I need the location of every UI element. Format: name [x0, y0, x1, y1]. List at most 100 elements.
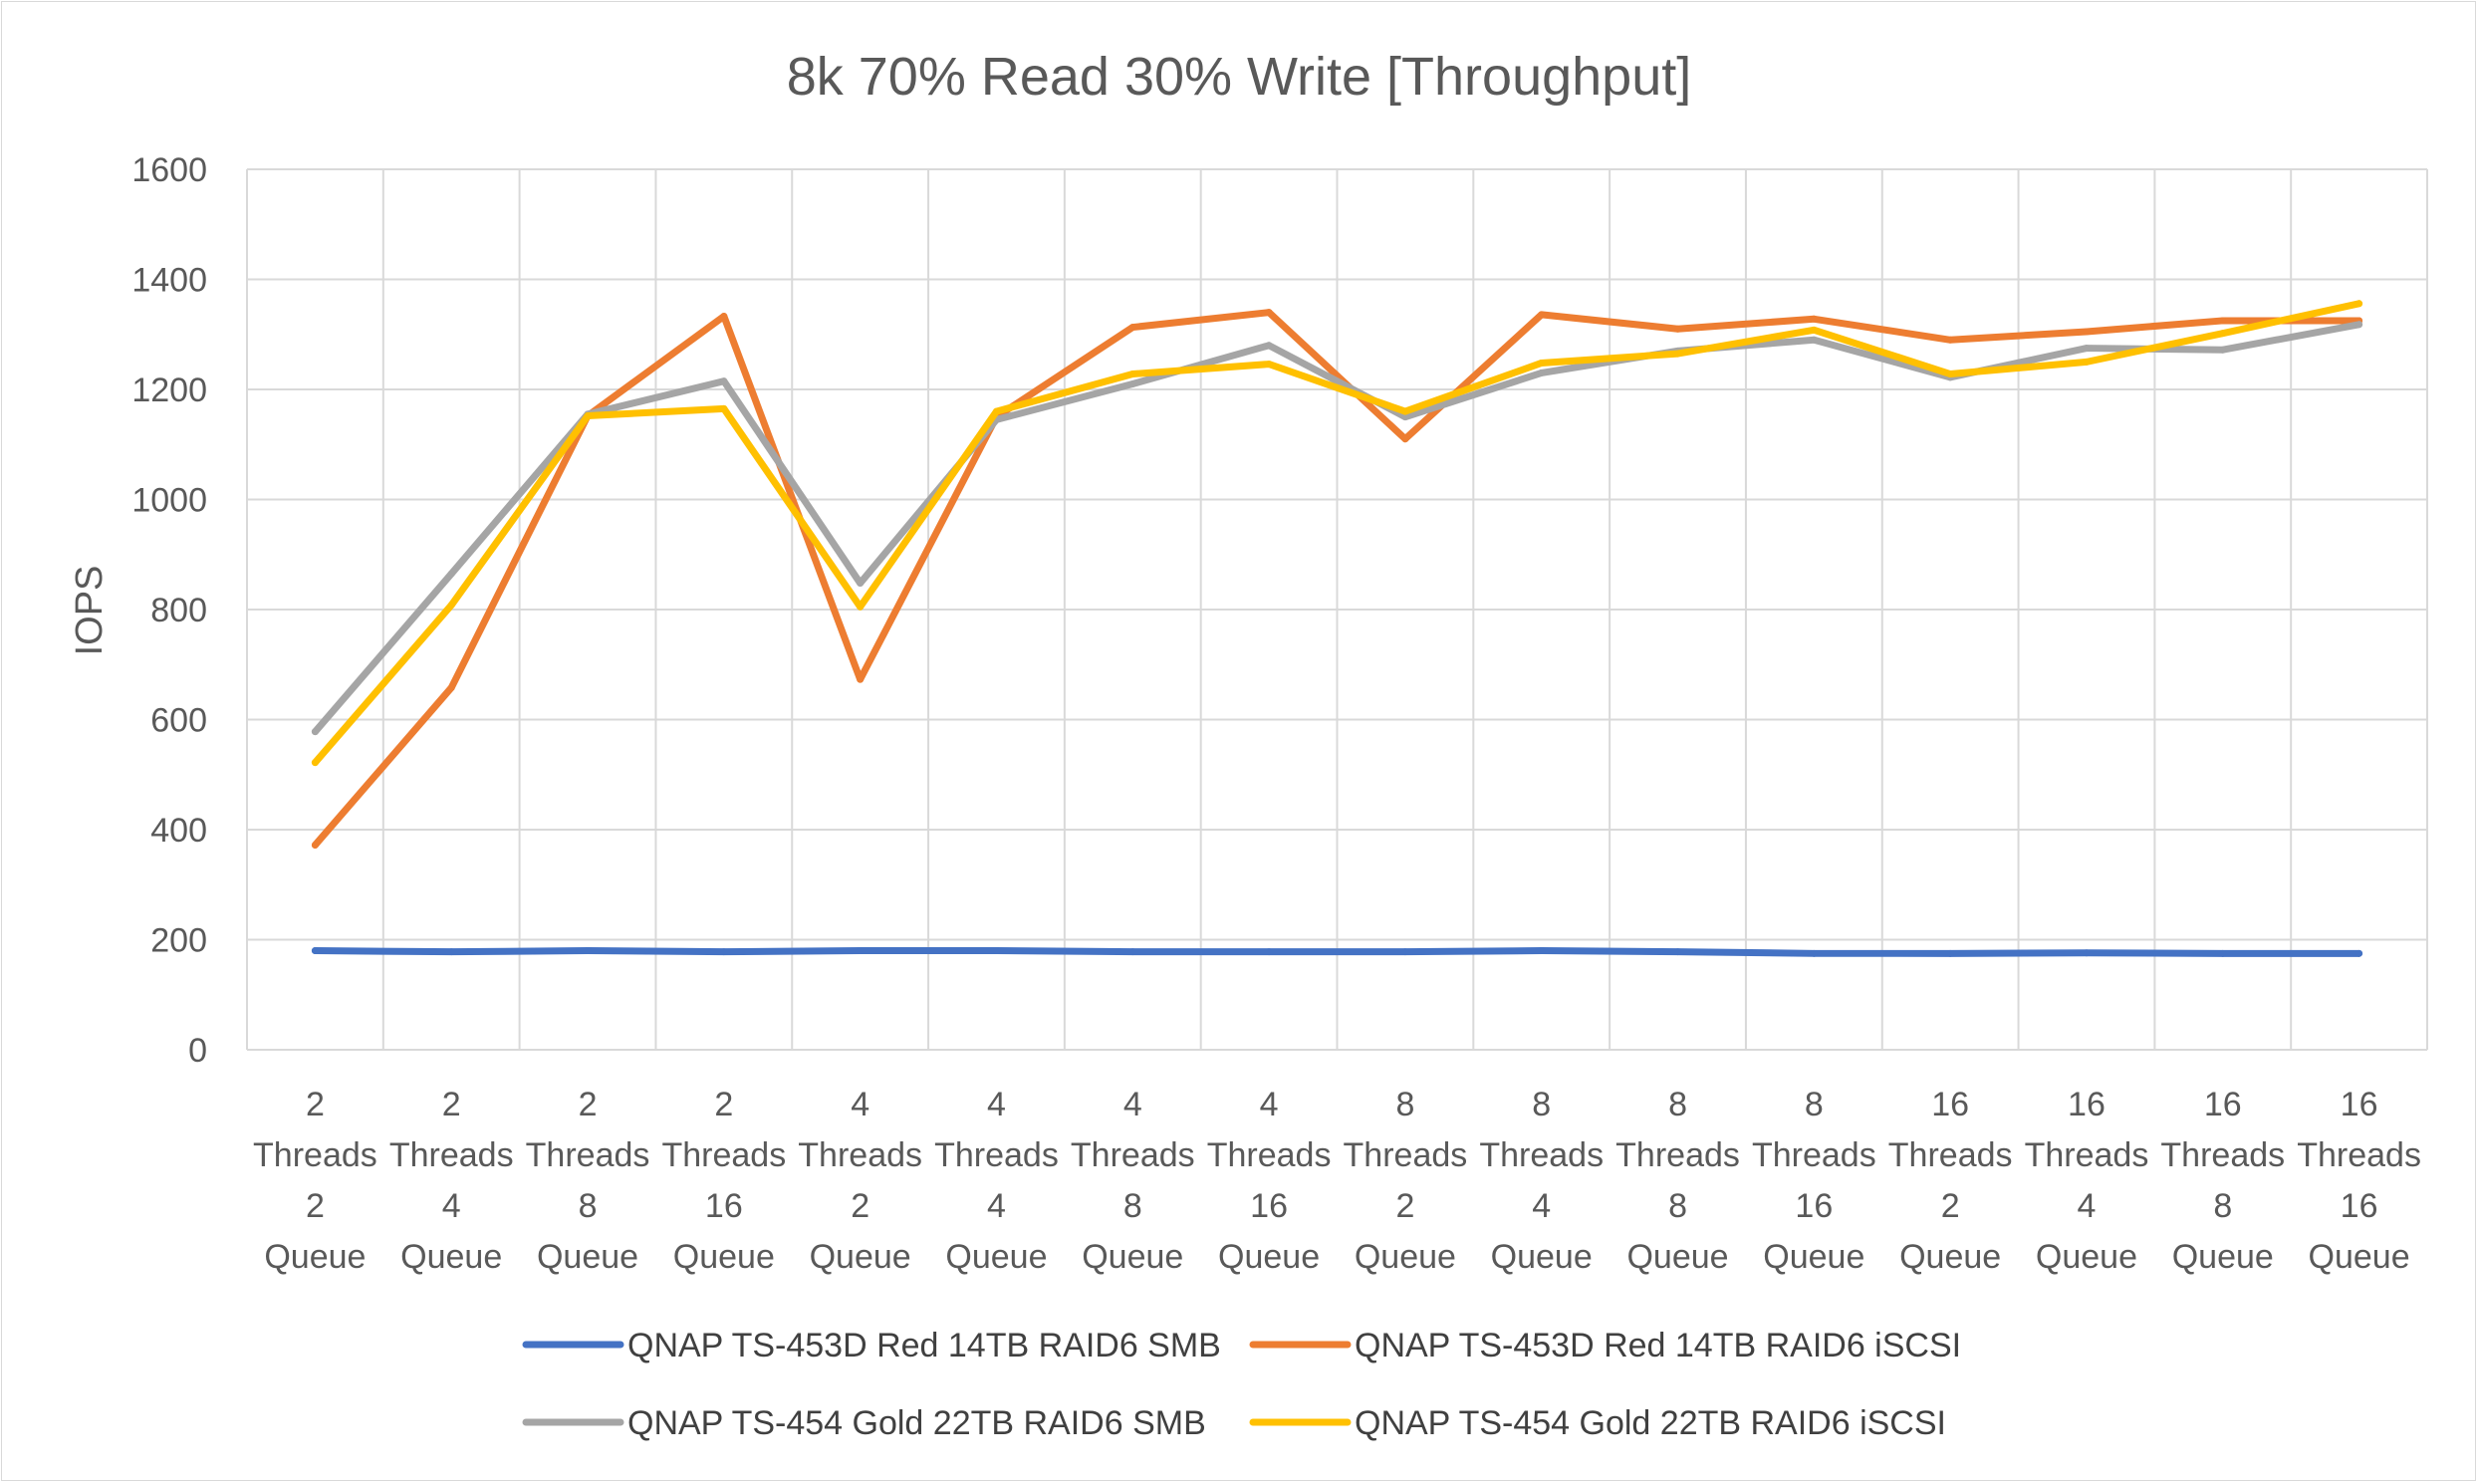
- data-point: [1810, 949, 1818, 957]
- data-point: [2219, 346, 2227, 354]
- data-point: [1946, 336, 1954, 344]
- data-point: [720, 313, 728, 321]
- legend-label: QNAP TS-453D Red 14TB RAID6 iSCSI: [1355, 1327, 1961, 1364]
- x-tick-line: Queue: [945, 1238, 1047, 1276]
- x-tick-line: 16: [1931, 1086, 1969, 1123]
- x-tick-line: 16: [2341, 1086, 2378, 1123]
- x-tick-line: 2: [851, 1187, 869, 1225]
- data-point: [447, 948, 455, 956]
- x-tick-line: 8: [2213, 1187, 2232, 1225]
- data-point: [1265, 361, 1273, 369]
- x-tick-line: Threads: [253, 1136, 377, 1174]
- x-tick-label: 2 Threads 16 Queue: [661, 1086, 786, 1276]
- x-tick-label: 16 Threads 8 Queue: [2160, 1086, 2285, 1276]
- data-point: [584, 947, 592, 955]
- x-tick-line: Threads: [1752, 1136, 1876, 1174]
- x-tick-label: 4 Threads 2 Queue: [798, 1086, 922, 1276]
- x-tick-line: Threads: [389, 1136, 514, 1174]
- data-point: [1538, 311, 1546, 319]
- y-tick-label: 1200: [131, 371, 207, 409]
- x-tick-line: Threads: [1344, 1136, 1468, 1174]
- x-tick-line: 8: [1668, 1187, 1687, 1225]
- data-point: [447, 602, 455, 610]
- legend-item: QNAP TS-454 Gold 22TB RAID6 iSCSI: [1249, 1404, 1946, 1442]
- x-tick-line: Queue: [1082, 1238, 1183, 1276]
- series-line-4: [311, 300, 2363, 767]
- y-tick-label: 1000: [131, 482, 207, 520]
- data-point: [2083, 949, 2091, 957]
- data-point: [311, 947, 319, 955]
- data-point: [2083, 328, 2091, 336]
- x-tick-line: 4: [1123, 1086, 1142, 1123]
- legend-label: QNAP TS-454 Gold 22TB RAID6 SMB: [627, 1404, 1206, 1442]
- data-point: [1538, 369, 1546, 376]
- gridlines: [246, 168, 2428, 1051]
- data-point: [1538, 947, 1546, 955]
- x-tick-line: Queue: [2036, 1238, 2137, 1276]
- x-tick-line: Threads: [2025, 1136, 2149, 1174]
- x-tick-line: 2: [306, 1187, 325, 1225]
- y-tick-label: 0: [188, 1032, 207, 1070]
- x-tick-line: 2: [714, 1086, 733, 1123]
- x-tick-line: 2: [1395, 1187, 1414, 1225]
- x-tick-line: 2: [579, 1086, 598, 1123]
- legend-item: QNAP TS-453D Red 14TB RAID6 SMB: [522, 1327, 1221, 1364]
- x-tick-line: 2: [306, 1086, 325, 1123]
- data-point: [2083, 358, 2091, 366]
- y-tick-label: 600: [150, 702, 207, 740]
- data-point: [2219, 317, 2227, 325]
- x-tick-line: Queue: [1218, 1238, 1320, 1276]
- data-point: [447, 570, 455, 578]
- x-tick-line: 8: [1532, 1086, 1551, 1123]
- chart-title: 8k 70% Read 30% Write [Throughput]: [787, 47, 1692, 107]
- y-tick-label: 200: [150, 922, 207, 960]
- x-tick-line: Threads: [934, 1136, 1059, 1174]
- x-tick-line: Threads: [1071, 1136, 1195, 1174]
- data-point: [2355, 300, 2363, 308]
- x-tick-line: Threads: [1615, 1136, 1740, 1174]
- data-point: [1946, 371, 1954, 378]
- data-point: [447, 683, 455, 691]
- data-point: [2219, 330, 2227, 338]
- legend-label: QNAP TS-453D Red 14TB RAID6 SMB: [627, 1327, 1221, 1364]
- x-tick-line: Threads: [661, 1136, 786, 1174]
- x-tick-line: Queue: [1355, 1238, 1456, 1276]
- data-point: [2219, 949, 2227, 957]
- x-tick-line: Threads: [1888, 1136, 2013, 1174]
- data-point: [1674, 350, 1682, 358]
- data-point: [720, 377, 728, 385]
- data-point: [1810, 326, 1818, 334]
- data-point: [1265, 948, 1273, 956]
- x-tick-line: 2: [442, 1086, 461, 1123]
- legend-item: QNAP TS-454 Gold 22TB RAID6 SMB: [522, 1404, 1206, 1442]
- data-point: [1674, 325, 1682, 333]
- data-point: [1674, 948, 1682, 956]
- data-point: [720, 404, 728, 412]
- data-point: [1946, 949, 1954, 957]
- x-tick-line: 8: [1123, 1187, 1142, 1225]
- x-tick-line: Threads: [2297, 1136, 2421, 1174]
- x-tick-line: 16: [2341, 1187, 2378, 1225]
- data-point: [311, 759, 319, 767]
- x-tick-label: 8 Threads 8 Queue: [1615, 1086, 1740, 1276]
- x-tick-line: 16: [1795, 1187, 1833, 1225]
- data-point: [1128, 324, 1136, 332]
- data-point: [1128, 371, 1136, 378]
- x-tick-line: 16: [2068, 1086, 2106, 1123]
- x-tick-label: 4 Threads 16 Queue: [1207, 1086, 1332, 1276]
- data-point: [1265, 309, 1273, 317]
- x-axis-ticks: 2 Threads 2 Queue 2 Threads 4 Queue 2 Threads 8 Que…: [253, 1086, 2421, 1276]
- x-tick-line: 4: [851, 1086, 869, 1123]
- data-point: [857, 675, 865, 683]
- x-tick-line: Threads: [1207, 1136, 1332, 1174]
- x-tick-line: 4: [442, 1187, 461, 1225]
- x-tick-line: Threads: [1479, 1136, 1604, 1174]
- data-point: [311, 728, 319, 736]
- data-point: [1810, 336, 1818, 344]
- x-tick-line: Queue: [1763, 1238, 1864, 1276]
- x-tick-line: Queue: [400, 1238, 502, 1276]
- x-tick-line: 4: [987, 1086, 1006, 1123]
- data-point: [1401, 407, 1409, 415]
- x-tick-line: 8: [1668, 1086, 1687, 1123]
